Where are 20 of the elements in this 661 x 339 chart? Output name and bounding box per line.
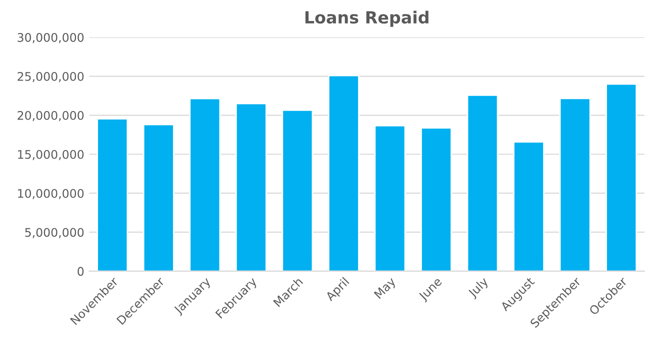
bar [96, 118, 128, 272]
bar [282, 109, 314, 272]
y-tick-label: 15,000,000 [18, 150, 84, 160]
y-tick-label: 10,000,000 [18, 188, 84, 200]
chart-title: Loans Repaid [305, 10, 428, 27]
bar [235, 102, 267, 272]
bar [142, 124, 174, 272]
bar [513, 141, 545, 272]
y-tick-label: 30,000,000 [18, 33, 84, 44]
bar [374, 124, 406, 272]
y-tick-label: 5,000,000 [25, 228, 84, 238]
bar [559, 98, 591, 272]
bar [466, 94, 498, 272]
y-tick-label: 25,000,000 [18, 72, 84, 82]
bar [189, 98, 221, 272]
y-tick-label: 20,000,000 [18, 110, 84, 122]
bar [606, 83, 638, 272]
bar [328, 74, 360, 272]
bar [420, 127, 452, 272]
y-tick-label: 0 [78, 266, 84, 276]
